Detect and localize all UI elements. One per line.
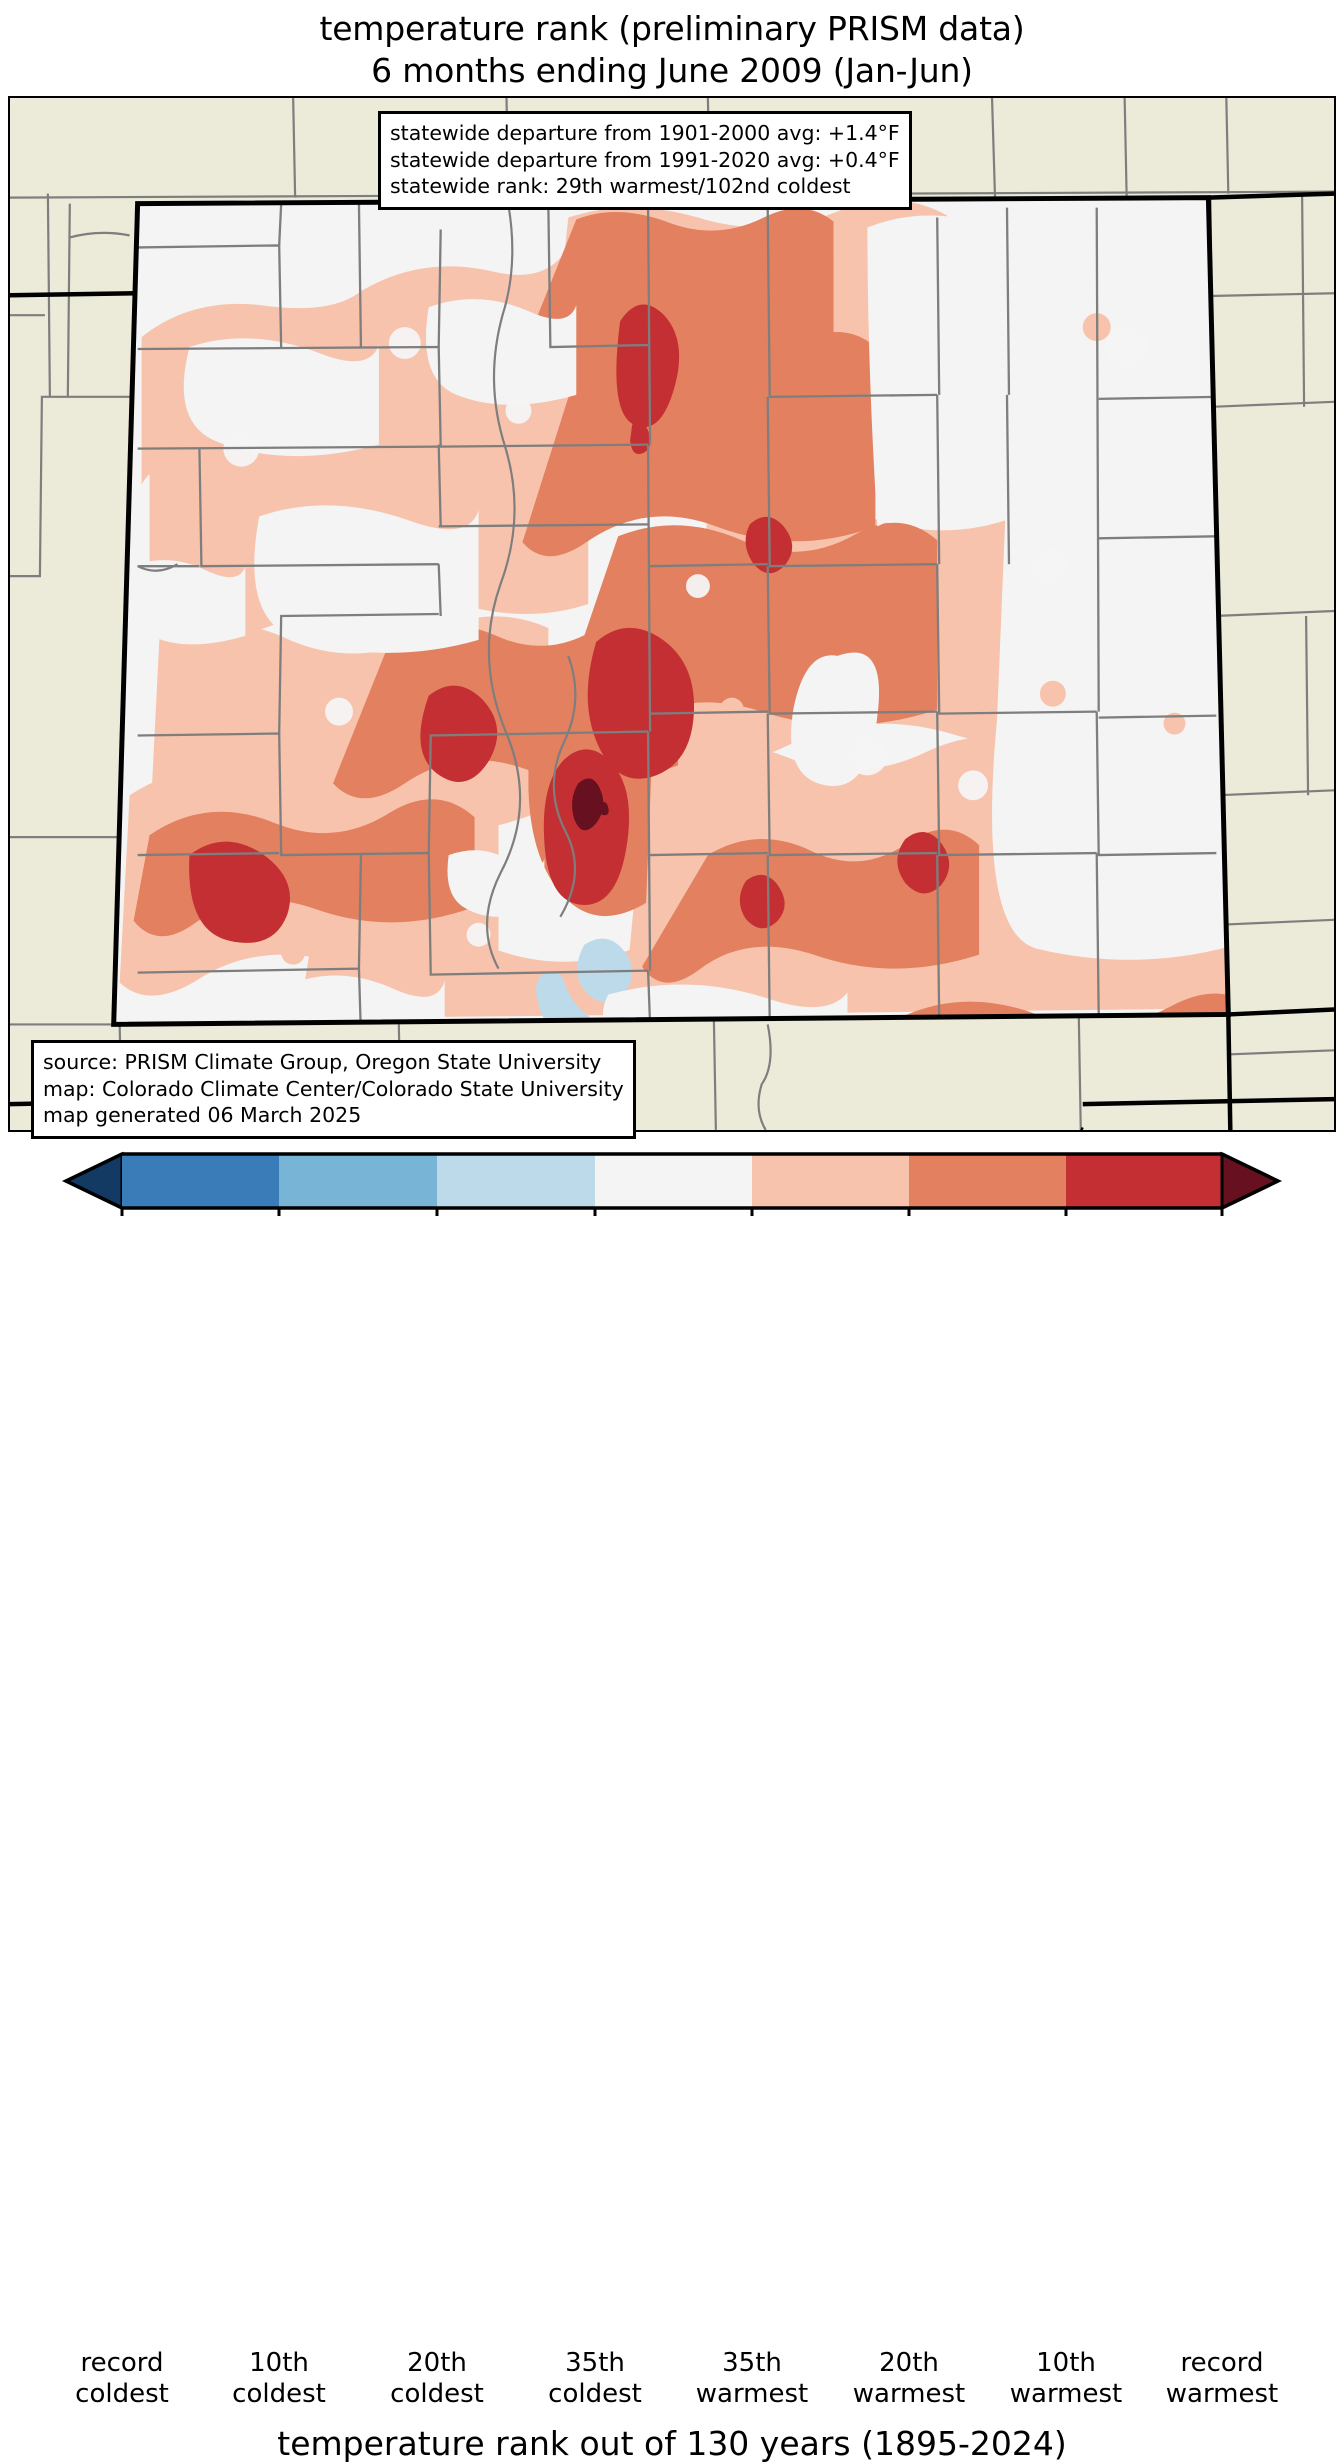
- colorbar-band-20th-warmest: [909, 1154, 1066, 1208]
- source-line-2: map: Colorado Climate Center/Colorado St…: [43, 1076, 624, 1101]
- rank-band-record-warmest: [572, 778, 609, 831]
- colorbar-ticks: [120, 1208, 1224, 1216]
- stats-line-3: statewide rank: 29th warmest/102nd colde…: [390, 174, 851, 198]
- neighbor-state-borders: [10, 191, 1334, 1130]
- colorbar-legend: record coldest 10th coldest 20th coldest…: [0, 1146, 1344, 2463]
- colorbar-label-35th-coldest: 35th coldest: [548, 2348, 642, 2409]
- colorado-county-lines: [137, 203, 1217, 1025]
- colorbar-label-10th-coldest: 10th coldest: [232, 2348, 326, 2409]
- title-line-2: 6 months ending June 2009 (Jan-Jun): [371, 51, 973, 90]
- rank-band-10th-warmest: [189, 304, 1061, 943]
- colorbar-band-10th-coldest: [122, 1154, 279, 1208]
- colorbar-over-arrow: [1220, 1151, 1282, 1211]
- colorado-temperature-rank-map: [10, 98, 1334, 1130]
- page-title: temperature rank (preliminary PRISM data…: [0, 8, 1344, 92]
- map-canvas: [8, 96, 1336, 1132]
- colorbar-band-35th-warmest: [752, 1154, 909, 1208]
- title-line-1: temperature rank (preliminary PRISM data…: [319, 9, 1025, 48]
- colorbar-band-10th-warmest: [1066, 1154, 1222, 1208]
- colorbar-label-record-warmest: record warmest: [1165, 2348, 1279, 2409]
- colorbar-tick-labels: record coldest 10th coldest 20th coldest…: [0, 2348, 1344, 2410]
- source-line-3: map generated 06 March 2025: [43, 1103, 362, 1127]
- colorbar-band-neutral: [595, 1154, 752, 1208]
- neutral-specks: [223, 325, 1149, 947]
- colorbar-label-35th-warmest: 35th warmest: [695, 2348, 809, 2409]
- divide-line: [137, 205, 577, 970]
- colorbar-label-20th-warmest: 20th warmest: [852, 2348, 966, 2409]
- colorbar-label-20th-coldest: 20th coldest: [390, 2348, 484, 2409]
- colorbar-caption: temperature rank out of 130 years (1895-…: [277, 2424, 1067, 2463]
- statewide-stats-box: statewide departure from 1901-2000 avg: …: [378, 111, 912, 210]
- source-line-1: source: PRISM Climate Group, Oregon Stat…: [43, 1050, 602, 1074]
- stats-line-1: statewide departure from 1901-2000 avg: …: [390, 121, 900, 145]
- source-attribution-box: source: PRISM Climate Group, Oregon Stat…: [31, 1040, 636, 1139]
- colorbar-band-35th-coldest: [437, 1154, 595, 1208]
- colorbar-label-10th-warmest: 10th warmest: [1009, 2348, 1123, 2409]
- colorbar-under-arrow: [62, 1151, 124, 1211]
- colorbar-label-record-coldest: record coldest: [75, 2348, 169, 2409]
- stats-line-2: statewide departure from 1991-2020 avg: …: [390, 147, 900, 172]
- colorado-interior: [113, 197, 1229, 1025]
- colorbar-swatches: [61, 1151, 1283, 1216]
- colorbar-band-20th-coldest: [279, 1154, 437, 1208]
